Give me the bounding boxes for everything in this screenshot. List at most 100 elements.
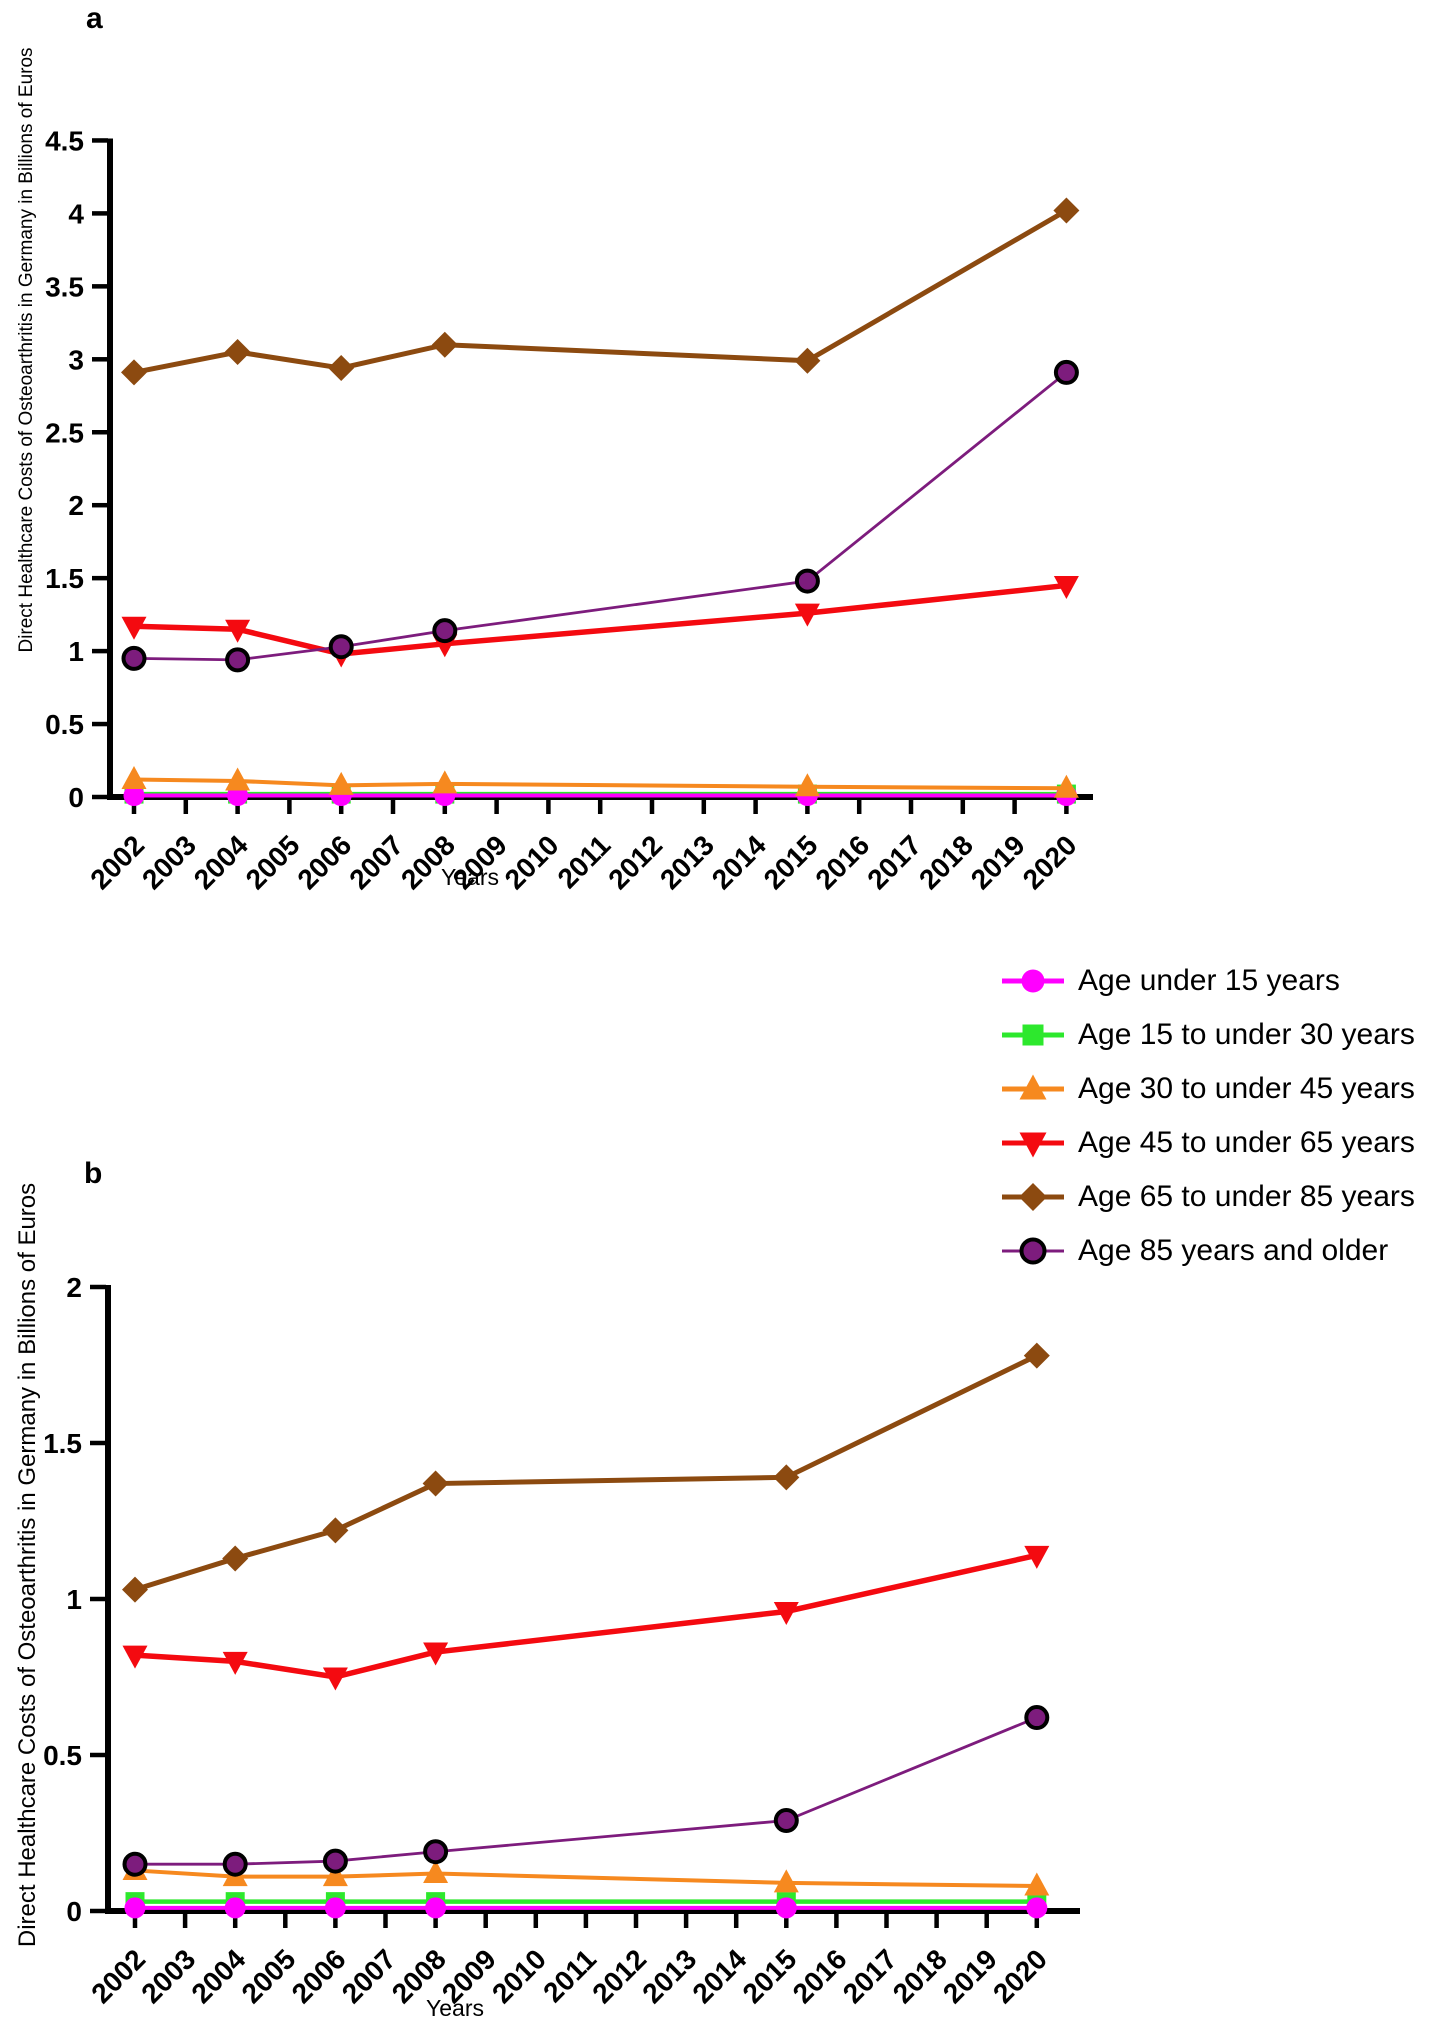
- data-point-marker: [222, 1851, 248, 1877]
- x-tick-label: 2002: [85, 1943, 151, 2009]
- data-point-marker: [794, 347, 821, 374]
- x-tick-label: 2014: [706, 829, 772, 895]
- legend-label: Age 30 to under 45 years: [1078, 1072, 1415, 1105]
- data-point-marker: [222, 1545, 249, 1572]
- data-point-marker: [1022, 1024, 1044, 1046]
- panel-a-y-axis-title: Direct Healthcare Costs of Osteoarthriti…: [16, 47, 37, 652]
- panel-b-y-axis-title: Direct Healthcare Costs of Osteoarthriti…: [14, 1183, 41, 1947]
- data-point-marker: [794, 773, 820, 797]
- data-point-marker: [324, 1897, 346, 1919]
- data-point-marker: [1021, 969, 1045, 993]
- panel-b-plot-area: 00.511.522002200320042005200620072008200…: [43, 1272, 1080, 2009]
- legend-item-age-15-30: Age 15 to under 30 years: [998, 1008, 1415, 1062]
- series-line-2: [133, 777, 1067, 791]
- series-line-5: [133, 371, 1068, 662]
- x-tick-label: 2016: [809, 829, 875, 895]
- outlined-circle-marker-icon: [1002, 1237, 1064, 1265]
- x-tick-label: 2015: [758, 829, 824, 895]
- data-point-marker: [773, 1808, 799, 1834]
- data-point-marker: [225, 767, 251, 791]
- x-tick-label: 2014: [686, 1943, 752, 2009]
- x-tick-label: 2010: [486, 1943, 552, 2009]
- data-point-marker: [322, 1848, 348, 1874]
- x-tick-label: 2012: [586, 1943, 652, 2009]
- data-point-marker: [773, 1464, 800, 1491]
- series-line-3: [133, 582, 1067, 657]
- y-tick-label: 0: [68, 782, 84, 813]
- data-point-marker: [123, 785, 145, 807]
- series-line-4: [134, 1353, 1038, 1593]
- data-point-marker: [121, 645, 147, 671]
- data-point-marker: [425, 1897, 447, 1919]
- data-point-marker: [328, 771, 354, 795]
- x-tick-label: 2002: [84, 829, 150, 895]
- x-tick-label: 2018: [887, 1943, 953, 2009]
- data-point-marker: [322, 1517, 349, 1544]
- series-line-3: [134, 1552, 1038, 1680]
- data-point-marker: [1053, 774, 1079, 798]
- data-point-marker: [1024, 1545, 1050, 1569]
- legend-item-age-30-45: Age 30 to under 45 years: [998, 1062, 1415, 1116]
- y-tick-label: 2.5: [45, 417, 84, 448]
- data-point-marker: [222, 1651, 248, 1675]
- diamond-marker-icon: [1002, 1183, 1064, 1211]
- x-tick-label: 2003: [136, 829, 202, 895]
- x-tick-label: 2006: [286, 1943, 352, 2009]
- data-point-marker: [1024, 1872, 1050, 1896]
- data-point-marker: [1019, 1237, 1047, 1265]
- x-tick-label: 2004: [188, 829, 254, 895]
- data-point-marker: [225, 647, 251, 673]
- legend-label: Age under 15 years: [1078, 964, 1340, 997]
- x-tick-label: 2013: [636, 1943, 702, 2009]
- x-tick-label: 2007: [336, 1943, 402, 2009]
- y-tick-label: 1.5: [45, 563, 84, 594]
- x-tick-label: 2017: [861, 829, 927, 895]
- data-point-marker: [432, 618, 458, 644]
- panel-b-chart: b Direct Healthcare Costs of Osteoarthri…: [14, 1157, 1080, 2021]
- data-point-marker: [328, 634, 354, 660]
- legend-label: Age 45 to under 65 years: [1078, 1126, 1415, 1159]
- data-point-marker: [124, 1897, 146, 1919]
- data-point-marker: [121, 616, 147, 640]
- y-tick-label: 3.5: [45, 271, 84, 302]
- y-tick-label: 4.5: [45, 125, 84, 156]
- data-point-marker: [224, 1897, 246, 1919]
- panel-a-letter: a: [86, 2, 103, 35]
- data-point-marker: [1053, 197, 1080, 224]
- data-point-marker: [775, 1897, 797, 1919]
- data-point-marker: [322, 1667, 348, 1691]
- data-point-marker: [423, 1860, 449, 1884]
- data-point-marker: [431, 331, 458, 358]
- data-point-marker: [1024, 1705, 1050, 1731]
- y-tick-label: 1: [66, 1584, 82, 1615]
- panel-a-chart: a Direct Healthcare Costs of Osteoarthri…: [16, 2, 1093, 895]
- data-point-marker: [122, 1851, 148, 1877]
- data-point-marker: [224, 339, 251, 366]
- legend-item-age-under-15: Age under 15 years: [998, 954, 1415, 1008]
- data-point-marker: [423, 1642, 449, 1666]
- data-point-marker: [773, 1601, 799, 1625]
- x-tick-label: 2017: [837, 1943, 903, 2009]
- data-point-marker: [1026, 1897, 1048, 1919]
- x-tick-label: 2019: [965, 829, 1031, 895]
- legend-item-age-65-85: Age 65 to under 85 years: [998, 1170, 1415, 1224]
- x-tick-label: 2003: [135, 1943, 201, 2009]
- data-point-marker: [1019, 1132, 1047, 1158]
- x-tick-label: 2015: [737, 1943, 803, 2009]
- x-tick-label: 2006: [291, 829, 357, 895]
- x-tick-label: 2018: [913, 829, 979, 895]
- y-tick-label: 2: [68, 490, 84, 521]
- data-point-marker: [328, 355, 355, 382]
- panel-a-x-axis-title: Years: [441, 864, 499, 890]
- panel-b-letter: b: [84, 1157, 102, 1190]
- legend-label: Age 65 to under 85 years: [1078, 1180, 1415, 1213]
- x-tick-label: 2011: [537, 1943, 602, 2008]
- data-point-marker: [122, 1576, 148, 1603]
- x-tick-label: 2020: [1017, 829, 1083, 895]
- x-tick-label: 2016: [787, 1943, 853, 2009]
- data-point-marker: [432, 770, 458, 794]
- panel-b-x-axis-title: Years: [426, 1995, 484, 2021]
- x-tick-label: 2019: [937, 1943, 1003, 2009]
- triangle-down-marker-icon: [1002, 1132, 1064, 1158]
- y-tick-label: 0.5: [43, 1740, 82, 1771]
